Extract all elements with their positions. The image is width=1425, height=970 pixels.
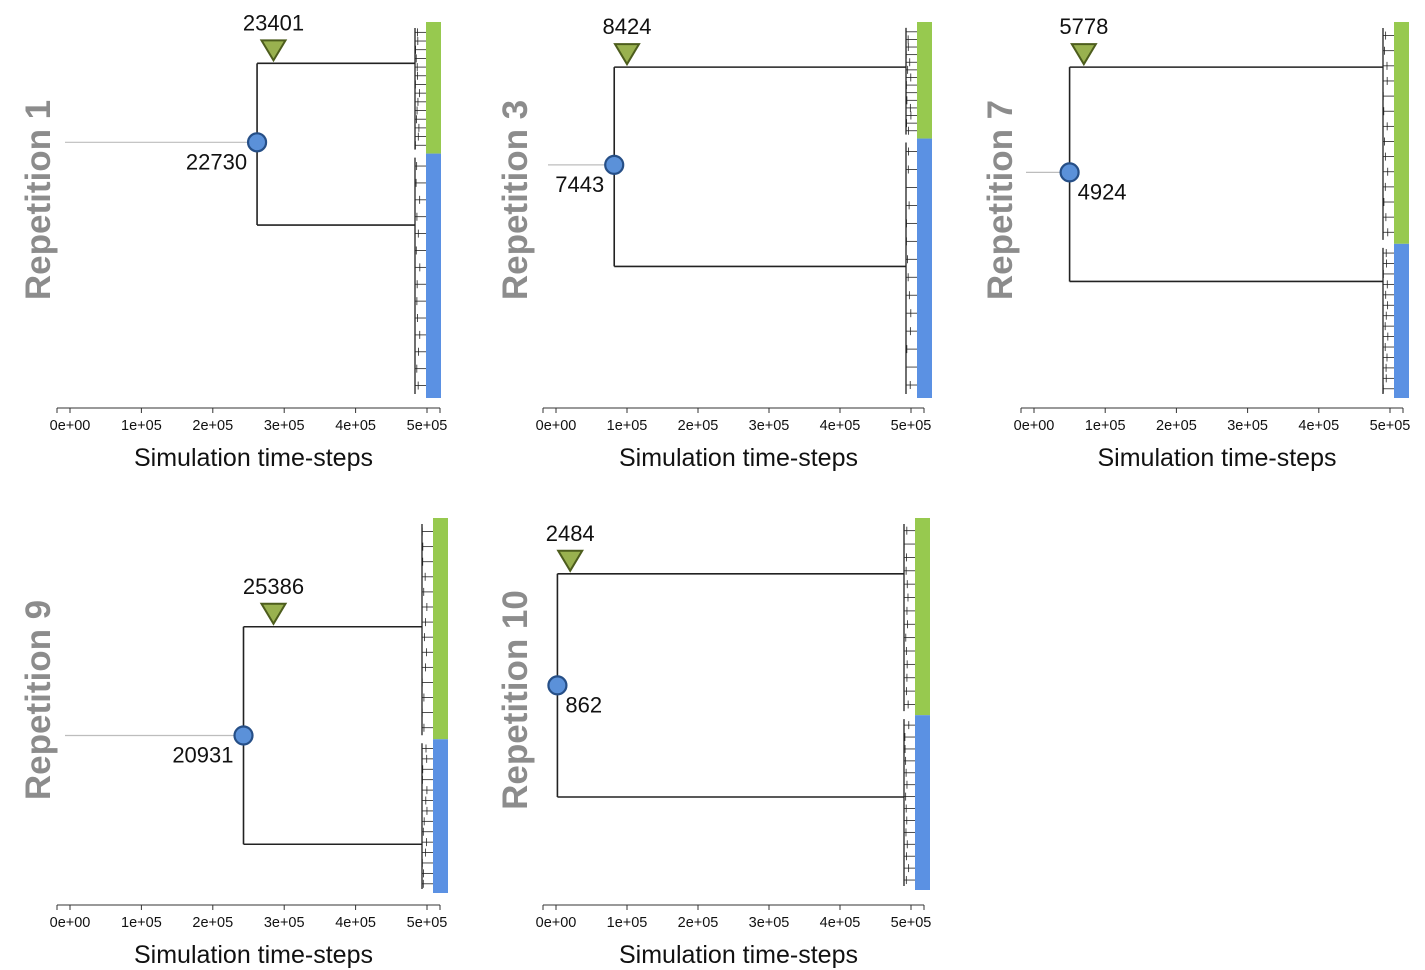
x-axis-label: Simulation time-steps [134,941,373,969]
panel-title: Repetition 3 [496,100,535,300]
panel-title: Repetition 10 [496,590,535,810]
x-tick-label: 1e+05 [607,915,648,931]
x-axis-label: Simulation time-steps [619,941,858,969]
triangle-node-label: 25386 [243,574,304,599]
circle-node-label: 4924 [1078,179,1127,204]
panel-1: Repetition 1 22730 23401 0e+00 1e+05 2e+05 3e+… [19,10,447,472]
triangle-marker [556,549,584,573]
triangle-node-label: 5778 [1059,14,1108,39]
x-axis-label: Simulation time-steps [619,444,858,472]
panel-title: Repetition 7 [981,100,1020,300]
triangle-node-label: 2484 [546,521,595,546]
green-clade-strip [426,22,441,154]
mrca-circle-marker [246,132,268,153]
green-clade-strip [917,22,932,139]
x-tick-label: 2e+05 [1156,418,1197,434]
green-clade-strip [433,518,448,740]
x-tick-label: 0e+00 [1014,418,1055,434]
x-tick-label: 5e+05 [407,915,448,931]
blue-clade-strip [915,715,930,890]
triangle-marker [259,602,288,626]
panel-title: Repetition 9 [19,600,58,800]
panel-2: Repetition 3 7443 8424 0e+00 1e+05 2e+05 3e+05… [496,14,932,472]
x-tick-label: 3e+05 [1227,418,1268,434]
x-tick-label: 1e+05 [121,418,162,434]
panel-4: Repetition 9 20931 25386 0e+00 1e+05 2e+05 3e+… [19,518,448,969]
x-tick-label: 4e+05 [1298,418,1339,434]
blue-clade-strip [917,138,932,398]
x-tick-label: 3e+05 [749,915,790,931]
panel-5: Repetition 10 862 2484 0e+00 1e+05 2e+05 3e+05… [496,518,931,969]
panel-title: Repetition 1 [19,100,58,300]
x-tick-label: 5e+05 [891,915,932,931]
green-clade-strip [1394,22,1409,244]
x-tick-label: 3e+05 [264,418,305,434]
x-tick-label: 5e+05 [407,418,448,434]
circle-node-label: 862 [565,692,602,717]
mrca-circle-marker [547,675,568,696]
x-tick-label: 3e+05 [749,418,790,434]
mrca-circle-marker [233,725,254,746]
x-tick-label: 4e+05 [335,915,376,931]
x-tick-label: 2e+05 [678,915,719,931]
x-axis-label: Simulation time-steps [1098,444,1337,472]
x-tick-label: 0e+00 [50,418,91,434]
triangle-node-label: 8424 [603,14,652,39]
x-tick-label: 5e+05 [1370,418,1411,434]
x-tick-label: 4e+05 [335,418,376,434]
x-tick-label: 1e+05 [1085,418,1126,434]
mrca-circle-marker [1059,162,1080,183]
x-tick-label: 0e+00 [50,915,91,931]
triangle-node-label: 23401 [243,10,304,35]
blue-clade-strip [426,153,441,398]
circle-node-label: 22730 [186,149,247,174]
blue-clade-strip [433,739,448,893]
blue-clade-strip [1394,243,1409,398]
triangle-marker [613,43,641,67]
x-tick-label: 3e+05 [264,915,305,931]
mrca-circle-marker [604,154,625,175]
x-tick-label: 4e+05 [820,418,861,434]
x-tick-label: 0e+00 [536,418,577,434]
x-tick-label: 1e+05 [121,915,162,931]
x-tick-label: 4e+05 [820,915,861,931]
circle-node-label: 7443 [555,172,604,197]
x-tick-label: 2e+05 [192,418,233,434]
x-tick-label: 0e+00 [536,915,577,931]
circle-node-label: 20931 [172,743,233,768]
x-axis-label: Simulation time-steps [134,444,373,472]
triangle-marker [259,39,288,63]
x-tick-label: 1e+05 [607,418,648,434]
x-tick-label: 2e+05 [678,418,719,434]
panel-3: Repetition 7 4924 5778 0e+00 1e+05 2e+05 3e+05… [981,14,1410,472]
green-clade-strip [915,518,930,716]
x-tick-label: 5e+05 [891,418,932,434]
x-tick-label: 2e+05 [192,915,233,931]
triangle-marker [1070,43,1098,67]
